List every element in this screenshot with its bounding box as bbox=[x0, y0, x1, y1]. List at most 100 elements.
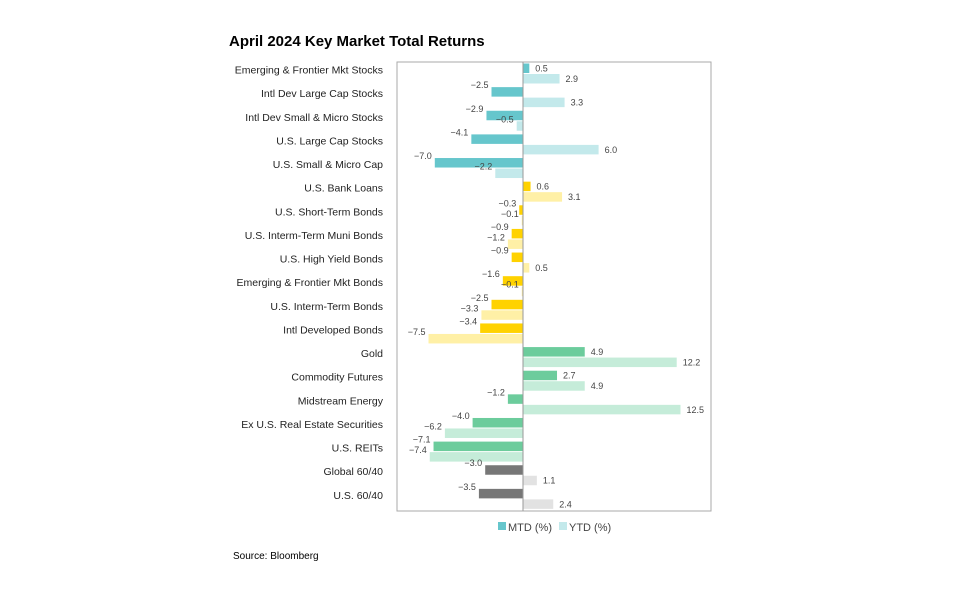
data-label: 0.5 bbox=[535, 64, 548, 74]
legend-swatch-ytd bbox=[559, 522, 567, 530]
bar-ytd bbox=[521, 286, 523, 297]
bar-mtd bbox=[507, 394, 523, 404]
category-label: Global 60/40 bbox=[323, 466, 383, 478]
category-label: Commodity Futures bbox=[291, 372, 383, 384]
bar-mtd bbox=[471, 134, 523, 144]
category-label: Intl Developed Bonds bbox=[283, 324, 383, 336]
plot-frame bbox=[396, 61, 712, 512]
category-label: U.S. Small & Micro Cap bbox=[273, 159, 383, 171]
category-label: U.S. High Yield Bonds bbox=[280, 254, 383, 266]
category-label: Intl Dev Large Cap Stocks bbox=[261, 88, 383, 100]
category-label: U.S. Interm-Term Muni Bonds bbox=[245, 230, 383, 242]
category-label: Midstream Energy bbox=[298, 395, 384, 407]
bar-ytd bbox=[523, 263, 530, 273]
bar-ytd bbox=[507, 239, 523, 249]
data-label: 0.6 bbox=[537, 182, 550, 192]
category-label: Ex U.S. Real Estate Securities bbox=[241, 419, 383, 431]
bar-ytd bbox=[523, 74, 560, 84]
data-label: 2.9 bbox=[566, 74, 579, 84]
data-label: −2.5 bbox=[471, 80, 489, 90]
bar-ytd bbox=[481, 310, 523, 320]
bar-mtd bbox=[519, 205, 523, 215]
data-label: 12.2 bbox=[683, 358, 701, 368]
data-label: −0.5 bbox=[496, 114, 514, 124]
data-label: −0.3 bbox=[498, 198, 516, 208]
data-label: −1.6 bbox=[482, 269, 500, 279]
data-label: −0.1 bbox=[501, 209, 519, 219]
category-label: Gold bbox=[361, 348, 383, 360]
data-label: −2.5 bbox=[471, 293, 489, 303]
data-label: 2.4 bbox=[559, 499, 572, 509]
data-label: 3.1 bbox=[568, 192, 581, 202]
data-label: −3.5 bbox=[458, 482, 476, 492]
category-label: U.S. Bank Loans bbox=[304, 183, 383, 195]
data-label: 2.7 bbox=[563, 371, 576, 381]
data-label: −1.2 bbox=[487, 232, 505, 242]
bar-ytd bbox=[523, 357, 677, 368]
category-label: U.S. 60/40 bbox=[333, 490, 383, 502]
data-label: −7.0 bbox=[414, 151, 432, 161]
data-label: −7.1 bbox=[413, 435, 431, 445]
chart-title: April 2024 Key Market Total Returns bbox=[229, 33, 485, 50]
bar-ytd bbox=[523, 499, 554, 509]
bar-mtd bbox=[502, 276, 523, 286]
bar-mtd bbox=[511, 228, 523, 239]
category-label: U.S. Large Cap Stocks bbox=[276, 135, 383, 147]
data-label: −0.9 bbox=[491, 222, 509, 232]
data-label: −0.1 bbox=[501, 280, 519, 290]
bar-ytd bbox=[429, 452, 523, 462]
bar-mtd bbox=[491, 299, 523, 310]
bar-mtd bbox=[472, 417, 523, 428]
bar-mtd bbox=[480, 323, 523, 333]
category-label: U.S. Short-Term Bonds bbox=[275, 206, 383, 218]
bar-mtd bbox=[523, 370, 558, 381]
bar-ytd bbox=[444, 428, 523, 438]
bar-mtd bbox=[523, 181, 531, 192]
data-label: −7.4 bbox=[409, 445, 427, 455]
legend-swatch-mtd bbox=[498, 522, 506, 530]
bar-mtd bbox=[478, 488, 523, 499]
bar-ytd bbox=[521, 215, 523, 226]
data-label: −0.9 bbox=[491, 246, 509, 256]
bar-mtd bbox=[523, 347, 585, 357]
data-label: 1.1 bbox=[543, 476, 556, 486]
category-label: Emerging & Frontier Mkt Bonds bbox=[237, 277, 383, 289]
legend-label-mtd: MTD (%) bbox=[508, 522, 552, 534]
data-label: −1.2 bbox=[487, 387, 505, 397]
data-label: 6.0 bbox=[605, 145, 618, 155]
category-label: Emerging & Frontier Mkt Stocks bbox=[235, 65, 383, 77]
bar-ytd bbox=[523, 144, 599, 155]
data-label: −7.5 bbox=[408, 327, 426, 337]
data-label: −4.0 bbox=[452, 411, 470, 421]
bar-ytd bbox=[516, 121, 523, 131]
bar-mtd bbox=[511, 252, 523, 263]
bar-mtd bbox=[491, 87, 523, 97]
source-note: Source: Bloomberg bbox=[233, 551, 319, 562]
bar-ytd bbox=[523, 192, 563, 202]
data-label: −3.3 bbox=[461, 303, 479, 313]
data-label: 4.9 bbox=[591, 347, 604, 357]
data-label: −2.9 bbox=[466, 104, 484, 114]
data-label: −2.2 bbox=[474, 162, 492, 172]
bar-ytd bbox=[523, 475, 537, 486]
data-label: 4.9 bbox=[591, 381, 604, 391]
bar-ytd bbox=[523, 381, 585, 391]
bar-ytd bbox=[523, 97, 565, 108]
data-label: −3.4 bbox=[459, 316, 477, 326]
bar-ytd bbox=[523, 404, 681, 415]
bar-mtd bbox=[433, 441, 523, 452]
bar-mtd bbox=[434, 158, 523, 168]
category-label: U.S. Interm-Term Bonds bbox=[270, 301, 383, 313]
category-label: U.S. REITs bbox=[332, 443, 383, 455]
legend-label-ytd: YTD (%) bbox=[569, 522, 611, 534]
data-label: −3.0 bbox=[464, 458, 482, 468]
bar-ytd bbox=[428, 333, 523, 344]
bar-mtd bbox=[486, 110, 523, 121]
category-label: Intl Dev Small & Micro Stocks bbox=[245, 112, 383, 124]
bar-mtd bbox=[485, 465, 523, 475]
data-label: 0.5 bbox=[535, 263, 548, 273]
bar-ytd bbox=[495, 168, 523, 179]
data-label: 12.5 bbox=[687, 405, 705, 415]
